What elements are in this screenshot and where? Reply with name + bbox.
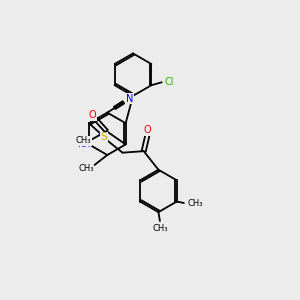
Text: CH₃: CH₃	[76, 136, 91, 146]
Text: Cl: Cl	[164, 77, 174, 87]
Text: NH: NH	[77, 140, 90, 149]
Text: O: O	[143, 125, 151, 135]
Text: S: S	[101, 132, 108, 142]
Text: CH₃: CH₃	[152, 224, 168, 233]
Text: CH₃: CH₃	[78, 164, 94, 173]
Text: O: O	[88, 110, 96, 120]
Text: N: N	[126, 94, 134, 104]
Text: CH₃: CH₃	[187, 199, 203, 208]
